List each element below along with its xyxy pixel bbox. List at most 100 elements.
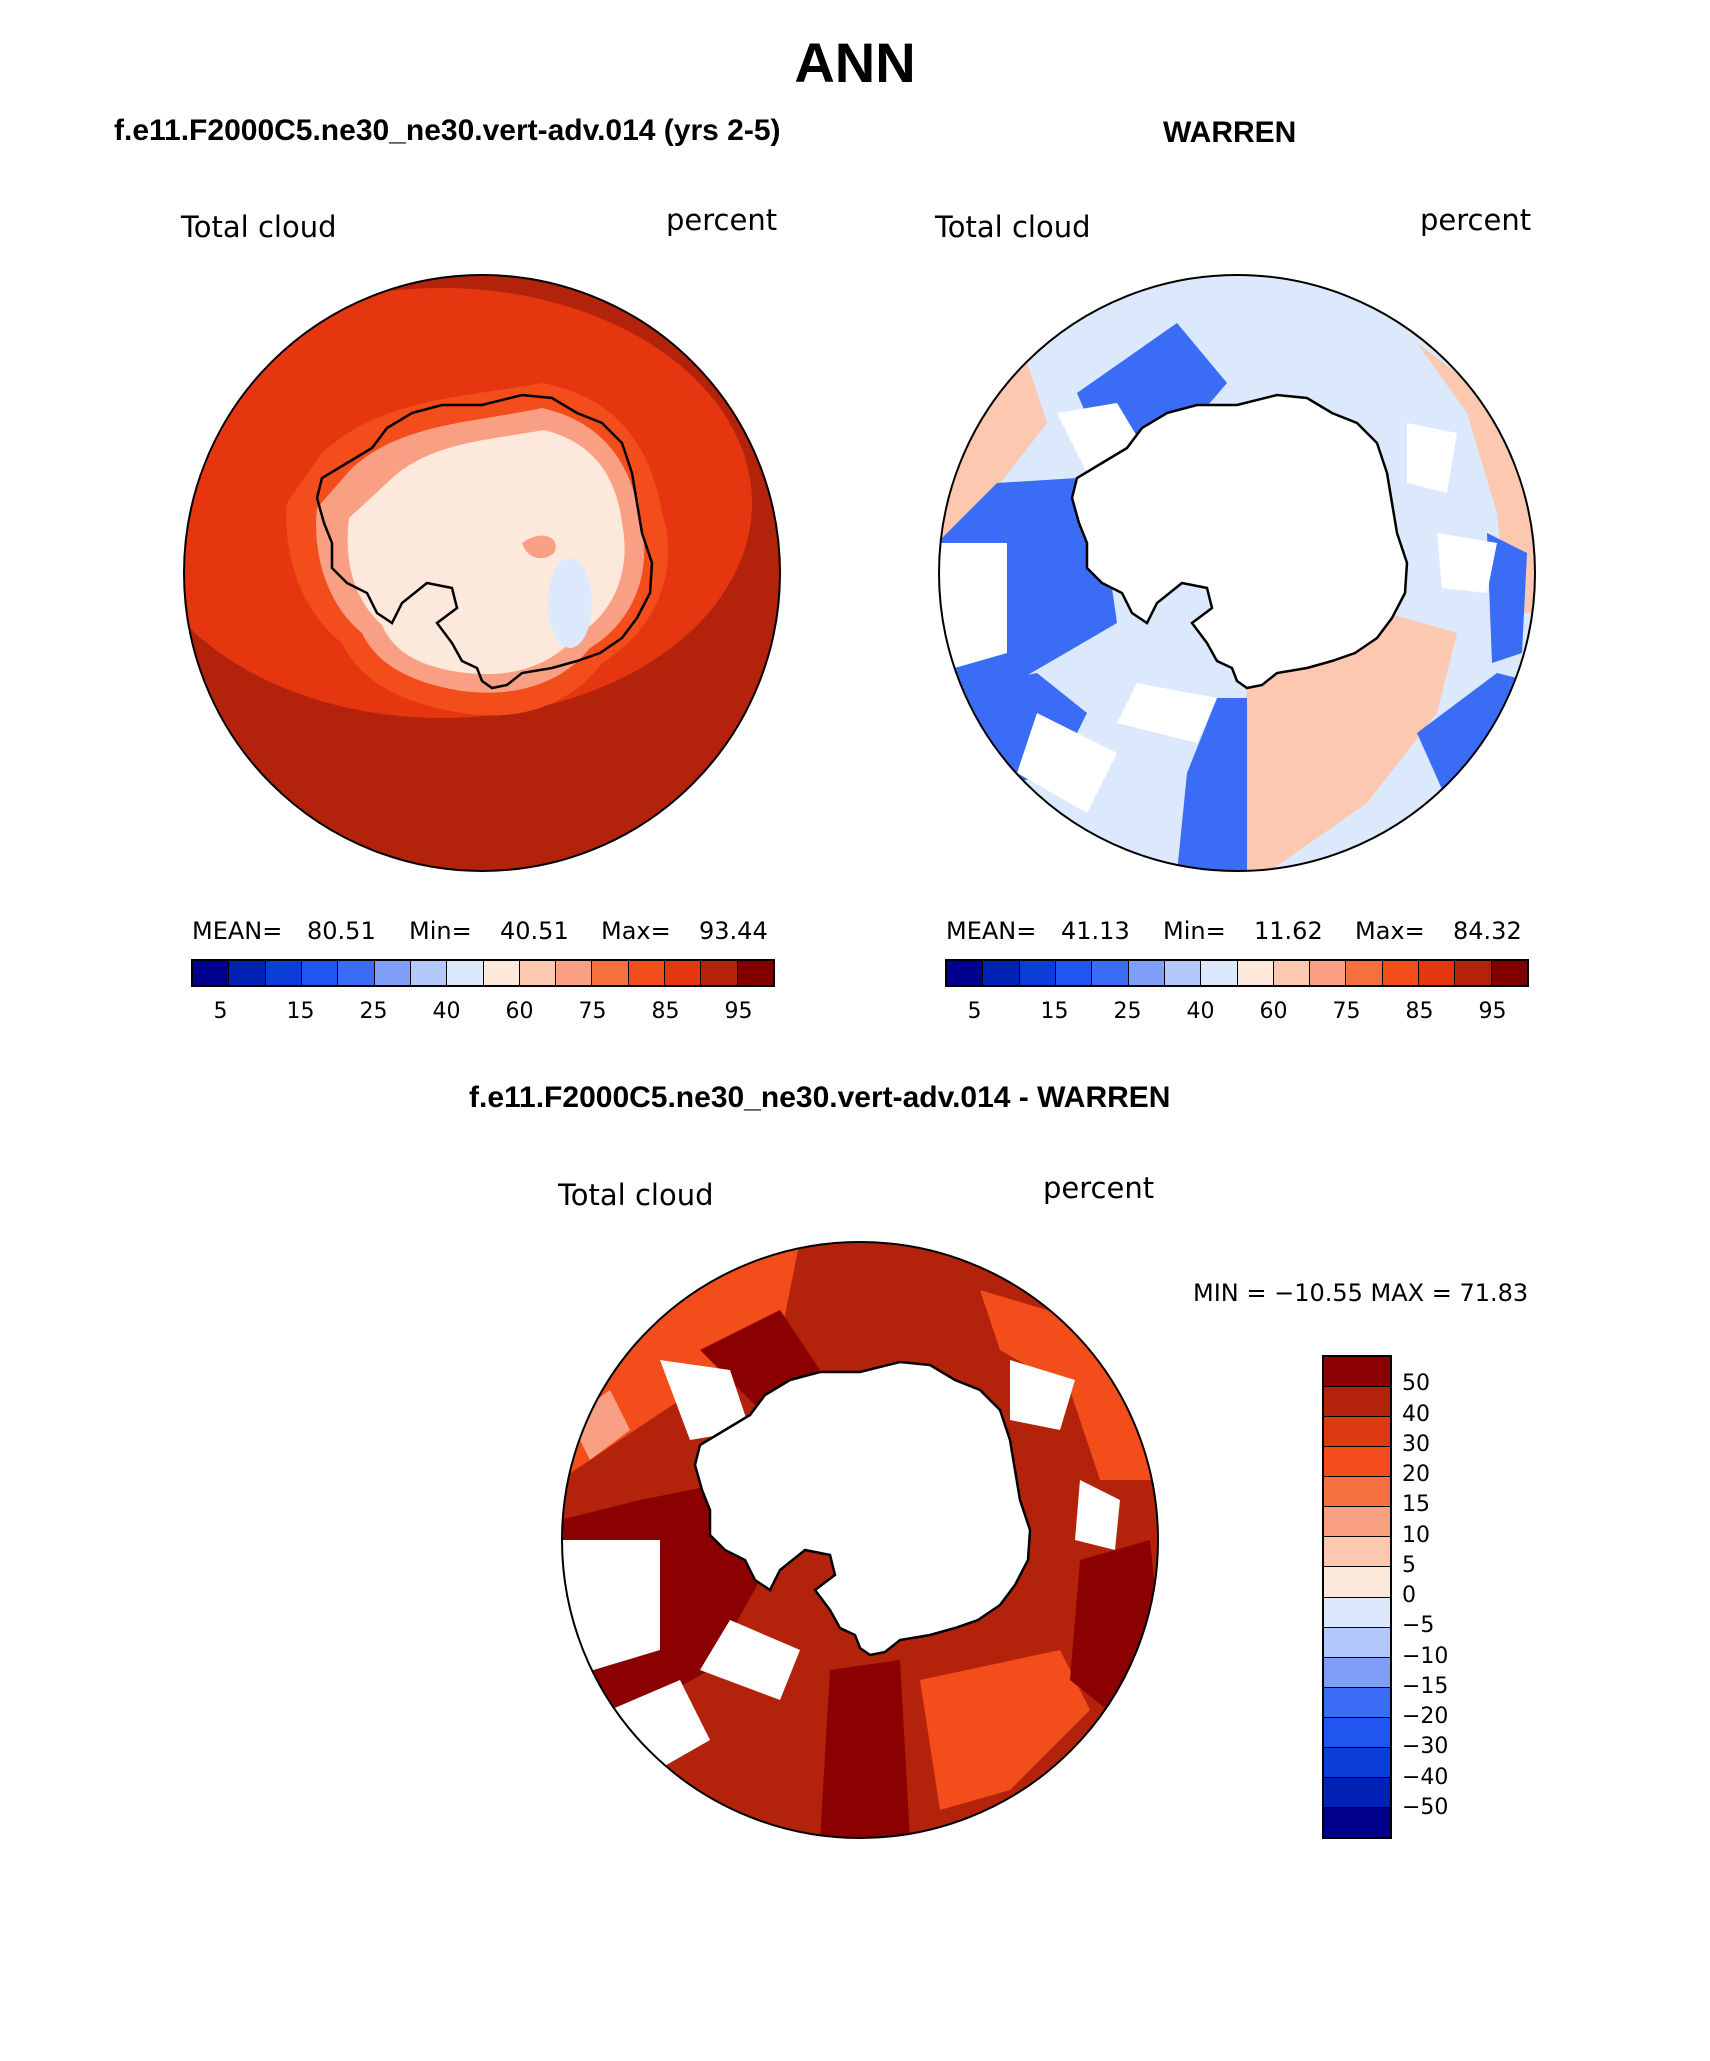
colorbar-tick-label: 5 (213, 999, 228, 1024)
colorbar-tick-label: 0 (1402, 1583, 1416, 1608)
panel3-units-label: percent (1043, 1171, 1155, 1205)
colorbar-swatch (265, 961, 302, 985)
colorbar-swatch (1455, 961, 1492, 985)
panel3-antarctica-coastline (693, 1360, 1032, 1657)
panel2-red-sector-west (939, 363, 1047, 543)
panel3-land-mask (695, 1362, 1030, 1655)
panel3-white-wedge-northeast (1010, 1360, 1075, 1430)
colorbar-swatch (1324, 1417, 1390, 1448)
panel2-colorbar (945, 959, 1529, 987)
colorbar-tick-label: 75 (578, 999, 607, 1024)
colorbar-swatch (1491, 961, 1527, 985)
colorbar-tick-label: 10 (1402, 1522, 1430, 1548)
colorbar-swatch (1324, 1657, 1390, 1688)
colorbar-tick-label: −5 (1402, 1613, 1435, 1639)
colorbar-tick-label: −30 (1402, 1734, 1449, 1760)
colorbar-tick-label: 95 (724, 999, 753, 1024)
panel1-antarctica-coastline (315, 393, 654, 690)
colorbar-tick-label: 60 (505, 999, 534, 1024)
panel3-white-wedge-west (562, 1540, 660, 1680)
panel1-case-title: f.e11.F2000C5.ne30_ne30.vert-adv.014 (yr… (114, 114, 781, 147)
colorbar-swatch (947, 961, 984, 985)
panel1-ridge-patch (522, 535, 556, 559)
colorbar-tick-label: 60 (1259, 999, 1288, 1024)
colorbar-swatch (1324, 1687, 1390, 1718)
colorbar-tick-label: 30 (1402, 1431, 1430, 1457)
colorbar-swatch (737, 961, 773, 985)
colorbar-swatch (1324, 1357, 1390, 1388)
panel2-blue-sector-east (1487, 533, 1527, 663)
colorbar-tick-label: 95 (1478, 999, 1507, 1024)
colorbar-swatch (447, 961, 484, 985)
panel2-min-value: 11.62 (1254, 917, 1323, 945)
panel2-white-wedge-east (1437, 533, 1497, 593)
colorbar-swatch (1382, 961, 1420, 985)
colorbar-swatch (374, 961, 411, 985)
colorbar-tick-label: 25 (1113, 999, 1142, 1024)
panel3-dark-sector-south (820, 1660, 910, 1838)
colorbar-swatch (701, 961, 738, 985)
panel3-variable-label: Total cloud (558, 1178, 714, 1212)
panel1-colorbar (191, 959, 775, 987)
colorbar-tick-label: 15 (1040, 999, 1069, 1024)
colorbar-swatch (1092, 961, 1129, 985)
panel3-light-patch-northwest (570, 1390, 630, 1460)
colorbar-swatch (1324, 1387, 1390, 1418)
colorbar-tick-label: 15 (1402, 1492, 1430, 1518)
panel2-white-wedge-south (1117, 683, 1217, 743)
panel2-map (938, 274, 1536, 872)
panel2-map-border (938, 274, 1536, 872)
panel3-white-wedge-north (660, 1360, 750, 1440)
colorbar-tick-label: 20 (1402, 1462, 1430, 1487)
colorbar-tick-label: 85 (1405, 999, 1434, 1024)
panel2-white-wedge-southwest (1017, 713, 1117, 813)
panel2-max-value: 84.32 (1453, 917, 1522, 945)
colorbar-swatch (301, 961, 339, 985)
colorbar-tick-label: 5 (967, 999, 982, 1024)
colorbar-swatch (556, 961, 593, 985)
colorbar-swatch (519, 961, 557, 985)
panel1-map-border (183, 274, 781, 872)
colorbar-swatch (628, 961, 666, 985)
colorbar-swatch (410, 961, 448, 985)
colorbar-swatch (1324, 1747, 1390, 1778)
panel1-min-value: 40.51 (500, 917, 569, 945)
colorbar-swatch (1324, 1447, 1390, 1478)
panel1-blue-patch (548, 558, 592, 648)
colorbar-swatch (1324, 1537, 1390, 1568)
colorbar-swatch (1324, 1717, 1390, 1748)
panel3-minmax-label: MIN = −10.55 MAX = 71.83 (1193, 1279, 1529, 1307)
panel2-white-wedge-west (939, 543, 1007, 673)
panel1-map (183, 274, 781, 872)
colorbar-swatch (1201, 961, 1238, 985)
panel2-min-label: Min= (1163, 917, 1226, 945)
colorbar-swatch (1324, 1777, 1390, 1808)
colorbar-tick-label: 40 (432, 999, 461, 1024)
colorbar-swatch (665, 961, 702, 985)
panel1-variable-label: Total cloud (181, 210, 337, 244)
colorbar-swatch (483, 961, 520, 985)
colorbar-tick-label: 15 (286, 999, 315, 1024)
colorbar-tick-label: 40 (1402, 1401, 1430, 1427)
panel2-red-sector-south (1237, 613, 1457, 871)
panel1-mean-label: MEAN= (192, 917, 283, 945)
colorbar-swatch (1164, 961, 1202, 985)
panel2-land-mask (1072, 395, 1407, 688)
panel1-units-label: percent (666, 203, 778, 237)
colorbar-swatch (229, 961, 266, 985)
panel3-white-wedge-east (1075, 1480, 1120, 1550)
colorbar-tick-label: 5 (1402, 1552, 1416, 1578)
panel2-blue-sector-south (1177, 698, 1247, 871)
colorbar-swatch (1324, 1507, 1390, 1538)
colorbar-tick-label: 85 (651, 999, 680, 1024)
colorbar-tick-label: −20 (1402, 1704, 1449, 1729)
panel2-mean-value: 41.13 (1061, 917, 1130, 945)
panel2-mean-label: MEAN= (946, 917, 1037, 945)
colorbar-swatch (1324, 1597, 1390, 1628)
panel3-colorbar (1322, 1355, 1392, 1839)
colorbar-tick-label: −50 (1402, 1794, 1449, 1820)
panel3-map-border (561, 1241, 1159, 1839)
colorbar-swatch (1324, 1477, 1390, 1508)
colorbar-swatch (983, 961, 1020, 985)
colorbar-tick-label: 25 (359, 999, 388, 1024)
